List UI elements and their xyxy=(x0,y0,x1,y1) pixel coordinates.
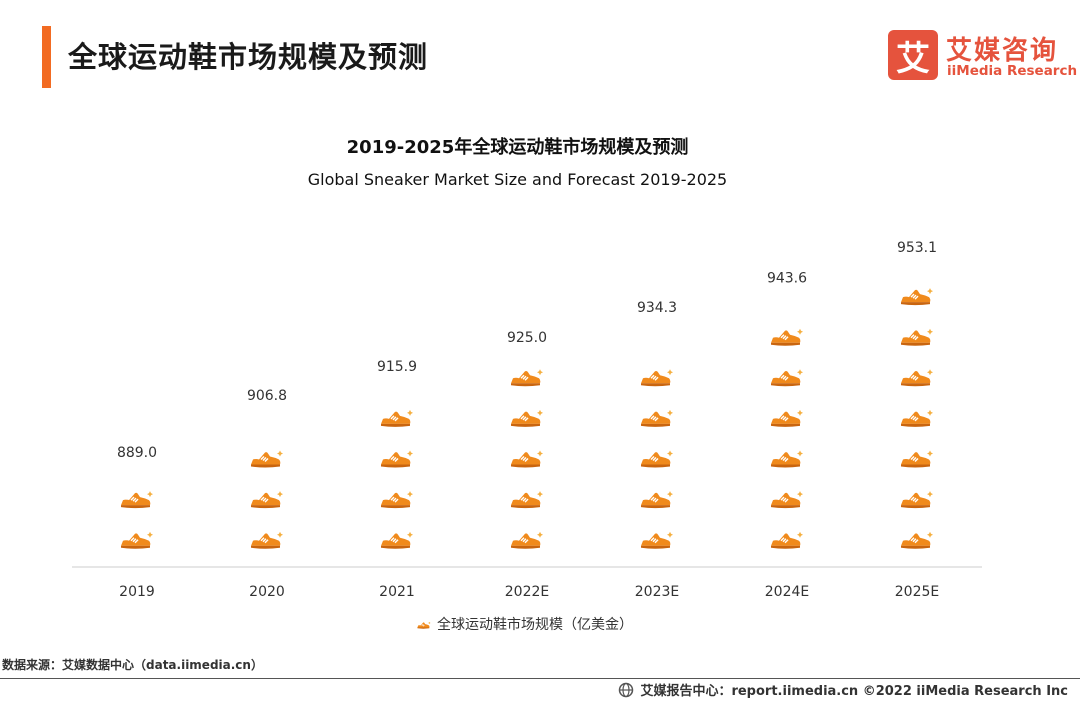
sneaker-icon xyxy=(250,531,284,550)
sneaker-icon xyxy=(900,490,934,509)
logo-text-cn: 艾媒咨询 xyxy=(946,36,1059,66)
bar-2025E xyxy=(900,259,934,550)
logo-text-en: iiMedia Research xyxy=(947,63,1078,79)
x-tick-2020: 2020 xyxy=(249,584,285,600)
page-title: 全球运动鞋市场规模及预测 xyxy=(68,40,429,74)
chart-subtitle: Global Sneaker Market Size and Forecast … xyxy=(307,170,728,189)
x-tick-2022E: 2022E xyxy=(505,584,549,600)
title-accent-bar xyxy=(42,26,51,88)
footer: 艾媒报告中心：report.iimedia.cn ©2022 iiMedia R… xyxy=(618,680,1068,699)
sneaker-icon xyxy=(770,449,804,469)
sneaker-icon xyxy=(510,368,544,387)
sneaker-icon xyxy=(770,531,804,550)
sneaker-icon xyxy=(250,490,284,509)
bar-2022E xyxy=(510,344,544,550)
sneaker-icon xyxy=(120,531,154,550)
logo-mark: 艾 xyxy=(888,30,938,80)
sneaker-icon xyxy=(510,449,544,469)
bar-2024E xyxy=(770,294,804,550)
sneaker-icon xyxy=(380,490,414,509)
x-tick-2024E: 2024E xyxy=(765,584,809,600)
sneaker-icon xyxy=(510,490,544,509)
chart-bars: 889.0 906.8 915.9 925.0 934.3 943.6 953.1 xyxy=(117,240,937,550)
x-tick-2025E: 2025E xyxy=(895,584,939,600)
sneaker-icon-partial xyxy=(250,413,284,428)
value-label-2024E: 943.6 xyxy=(767,270,807,286)
sneaker-icon-partial xyxy=(640,328,674,347)
bar-2019 xyxy=(120,463,154,550)
footer-divider xyxy=(0,678,1080,679)
sneaker-icon xyxy=(510,531,544,550)
sneaker-icon xyxy=(640,409,674,428)
legend-label: 全球运动鞋市场规模（亿美金） xyxy=(437,617,633,633)
value-label-2025E: 953.1 xyxy=(897,240,937,256)
sneaker-icon xyxy=(900,287,934,306)
footer-text[interactable]: 艾媒报告中心：report.iimedia.cn ©2022 iiMedia R… xyxy=(640,684,1068,699)
sneaker-icon xyxy=(900,368,934,387)
x-axis-ticks: 2019 2020 2021 2022E 2023E 2024E 2025E xyxy=(119,584,939,600)
x-tick-2021: 2021 xyxy=(379,584,415,600)
bar-2021 xyxy=(380,379,414,550)
value-label-2023E: 934.3 xyxy=(637,300,677,316)
value-label-2019: 889.0 xyxy=(117,445,157,461)
x-tick-2019: 2019 xyxy=(119,584,155,600)
value-label-2021: 915.9 xyxy=(377,359,417,375)
sneaker-icon xyxy=(510,409,544,428)
sneaker-icon xyxy=(380,409,414,428)
sneaker-icon xyxy=(770,328,804,347)
sneaker-icon xyxy=(640,449,674,469)
data-source: 数据来源：艾媒数据中心（data.iimedia.cn） xyxy=(2,658,263,672)
sneaker-icon-partial xyxy=(770,294,804,306)
bar-2020 xyxy=(250,413,284,550)
x-tick-2023E: 2023E xyxy=(635,584,679,600)
sneaker-icon xyxy=(417,619,431,631)
globe-icon xyxy=(619,682,634,697)
sneaker-icon xyxy=(640,531,674,550)
sneaker-icon xyxy=(770,368,804,387)
sneaker-icon xyxy=(640,490,674,509)
value-label-2020: 906.8 xyxy=(247,388,287,404)
sneaker-icon xyxy=(250,449,284,469)
chart-legend: 全球运动鞋市场规模（亿美金） xyxy=(0,614,1050,634)
sneaker-icon xyxy=(120,490,154,509)
sneaker-icon xyxy=(900,409,934,428)
sneaker-icon xyxy=(380,449,414,469)
value-label-2022E: 925.0 xyxy=(507,330,547,346)
bar-2023E xyxy=(640,328,674,550)
sneaker-icon xyxy=(900,449,934,469)
sneaker-icon xyxy=(770,490,804,509)
sneaker-icon xyxy=(380,531,414,550)
brand-logo[interactable]: 艾 艾媒咨询 iiMedia Research xyxy=(888,30,1077,86)
sneaker-icon xyxy=(900,328,934,347)
chart-title: 2019-2025年全球运动鞋市场规模及预测 xyxy=(346,137,689,158)
sneaker-icon xyxy=(640,368,674,387)
sneaker-icon xyxy=(900,531,934,550)
sneaker-icon xyxy=(770,409,804,428)
